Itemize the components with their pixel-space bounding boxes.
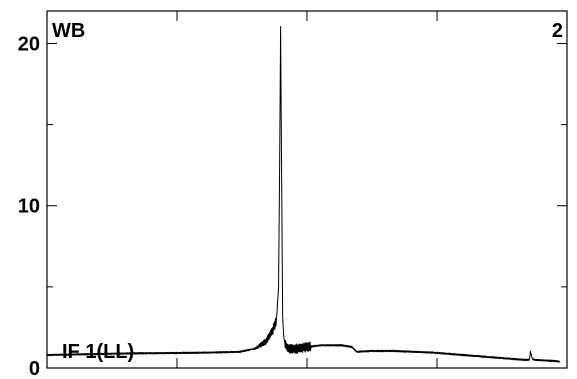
y-tick-label-20: 20	[18, 33, 40, 55]
tick-labels: 0 10 20	[18, 33, 40, 379]
y-tick-label-0: 0	[29, 358, 40, 379]
tick-marks	[46, 11, 568, 369]
corner-label-top-right: 2	[552, 20, 563, 42]
y-tick-label-10: 10	[18, 196, 40, 218]
corner-label-top-left: WB	[52, 20, 85, 42]
plot-frame	[46, 10, 568, 369]
spectrum-series-line	[46, 26, 561, 363]
corner-label-bottom-left: IF 1(LL)	[62, 341, 134, 363]
